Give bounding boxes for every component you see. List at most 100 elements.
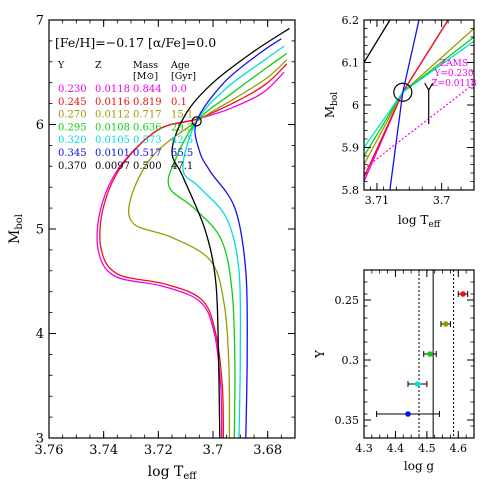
zams-label-line: Y=0.230 bbox=[433, 69, 474, 79]
x-tick-label: 3.72 bbox=[144, 443, 173, 458]
y-tick-label: 5.9 bbox=[342, 141, 360, 154]
isochrone-line-2 bbox=[127, 59, 288, 438]
table-cell: 0.819 bbox=[133, 97, 162, 108]
table-cell: 0.230 bbox=[58, 84, 87, 95]
turnoff-circle bbox=[191, 116, 202, 127]
table-header: Z bbox=[95, 60, 102, 71]
logg-axis-ticks: 4.3 4.4 4.5 4.6 0.25 0.3 0.35 bbox=[335, 269, 475, 455]
zams-line bbox=[364, 83, 474, 170]
logg-points bbox=[376, 270, 469, 438]
zoom-x-axis-label-sub: eff bbox=[428, 220, 440, 230]
y-tick-label: 0.35 bbox=[335, 414, 360, 427]
table-cell: 0.0112 bbox=[95, 110, 130, 121]
y-tick-label: 6.2 bbox=[342, 14, 360, 27]
x-tick-label: 3.7 bbox=[203, 443, 224, 458]
table-cell: 0.0097 bbox=[95, 161, 130, 172]
main-hr-diagram-panel: 3.76 3.74 3.72 3.7 3.68 3 4 5 6 7 [Fe/H]=−0.17 [α… bbox=[7, 14, 296, 482]
y-tick-label: 4 bbox=[36, 327, 44, 342]
table-cell: 0.245 bbox=[58, 97, 87, 108]
table-cell: 0.0118 bbox=[95, 84, 130, 95]
table-cell: 0.636 bbox=[133, 122, 162, 133]
table-cell: 0.0101 bbox=[95, 148, 130, 159]
table-cell: 0.517 bbox=[133, 148, 162, 159]
table-cell: 15.1 bbox=[171, 110, 193, 121]
table-cell: 0.573 bbox=[133, 135, 162, 146]
main-x-axis-label-text: log T bbox=[148, 464, 184, 480]
logg-point bbox=[427, 351, 433, 357]
x-tick-label: 3.76 bbox=[35, 443, 64, 458]
y-tick-label: 0.25 bbox=[335, 294, 360, 307]
zoom-y-axis-label-sub: bol bbox=[330, 92, 340, 106]
x-tick-label: 4.3 bbox=[355, 442, 373, 455]
main-x-axis-label-sub: eff bbox=[183, 471, 197, 482]
zoom-plot-frame bbox=[363, 19, 475, 191]
logg-point bbox=[460, 291, 466, 297]
x-tick-label: 3.68 bbox=[253, 443, 282, 458]
main-y-axis-label-sub: bol bbox=[14, 214, 25, 230]
table-cell: 0.295 bbox=[58, 122, 87, 133]
isochrone-line-3 bbox=[167, 52, 288, 438]
isochrone-line-4 bbox=[182, 45, 285, 438]
table-cell: 42.5 bbox=[171, 135, 193, 146]
y-tick-label: 3 bbox=[36, 432, 44, 447]
table-cell: 0.0116 bbox=[95, 97, 130, 108]
zoom-axis-ticks: 3.71 3.7 5.8 5.9 6 6.1 6.2 bbox=[342, 14, 475, 207]
zoom-x-axis-label: log Teff bbox=[398, 213, 441, 230]
zoom-panel: 3.71 3.7 5.8 5.9 6 6.1 6.2 ZAMSY=0.230Z=0.0118… bbox=[323, 14, 477, 230]
zoom-line-5 bbox=[389, 20, 420, 190]
table-cell: 0.0105 bbox=[95, 135, 130, 146]
main-y-axis-label: Mbol bbox=[7, 214, 25, 244]
x-tick-label: 4.4 bbox=[387, 442, 405, 455]
table-subheader: [M⊙] bbox=[133, 71, 158, 82]
zoom-y-axis-label-text: M bbox=[323, 106, 337, 118]
zoom-x-axis-label-text: log T bbox=[398, 213, 429, 227]
table-cell: 0.500 bbox=[133, 161, 162, 172]
logg-panel: 4.3 4.4 4.5 4.6 0.25 0.3 0.35 log g Y bbox=[313, 269, 475, 473]
isochrone-line-6 bbox=[171, 27, 290, 438]
zoom-y-axis-label: Mbol bbox=[323, 92, 340, 118]
table-cell: 0.0108 bbox=[95, 122, 130, 133]
main-axis-ticks: 3.76 3.74 3.72 3.7 3.68 3 4 5 6 7 bbox=[35, 14, 296, 458]
metallicity-annotation: [Fe/H]=−0.17 [α/Fe]=0.0 bbox=[55, 35, 216, 50]
main-y-axis-label-text: M bbox=[7, 230, 23, 244]
main-plot-frame bbox=[48, 19, 296, 439]
y-tick-label: 6 bbox=[36, 118, 44, 133]
zoom-isochrone-lines bbox=[364, 20, 474, 190]
table-header: Mass bbox=[133, 60, 158, 71]
x-tick-label: 4.5 bbox=[418, 442, 436, 455]
legend-table: Y Z Mass Age [M⊙] [Gyr] 0.230 0.0118 0.844 0.0 0.2… bbox=[57, 60, 196, 172]
table-cell: 0.370 bbox=[58, 161, 87, 172]
zoom-line-6 bbox=[364, 20, 391, 63]
table-cell: 0.717 bbox=[133, 110, 162, 121]
logg-point bbox=[405, 411, 411, 417]
zoom-line-4 bbox=[364, 40, 474, 148]
x-tick-label: 3.7 bbox=[433, 194, 451, 207]
main-isochrone-lines bbox=[96, 27, 290, 438]
table-subheader: [Gyr] bbox=[171, 71, 196, 82]
table-cell: 0.1 bbox=[171, 97, 187, 108]
isochrone-line-5 bbox=[194, 38, 282, 438]
logg-point bbox=[442, 321, 449, 327]
table-cell: 0.0 bbox=[171, 84, 187, 95]
y-tick-label: 7 bbox=[36, 14, 44, 29]
table-cell: 47.1 bbox=[171, 161, 193, 172]
table-cell: 0.844 bbox=[133, 84, 162, 95]
zoom-circle bbox=[393, 82, 413, 102]
logg-x-axis-label: log g bbox=[404, 459, 435, 473]
logg-y-axis-label: Y bbox=[313, 349, 327, 359]
zoom-line-3 bbox=[364, 36, 474, 157]
zams-label-line: ZAMS bbox=[440, 59, 468, 69]
x-tick-label: 3.71 bbox=[365, 194, 390, 207]
table-header: Y bbox=[57, 60, 65, 71]
table-header: Age bbox=[170, 60, 190, 71]
main-x-axis-label: log Teff bbox=[148, 464, 198, 482]
isochrone-line-1 bbox=[99, 63, 288, 438]
y-tick-label: 5.8 bbox=[342, 184, 360, 197]
table-cell: 0.345 bbox=[58, 148, 87, 159]
table-cell: 55.5 bbox=[171, 148, 193, 159]
table-cell: 29.3 bbox=[171, 122, 193, 133]
arrow-head bbox=[424, 82, 434, 92]
isochrone-line-0 bbox=[96, 71, 285, 438]
